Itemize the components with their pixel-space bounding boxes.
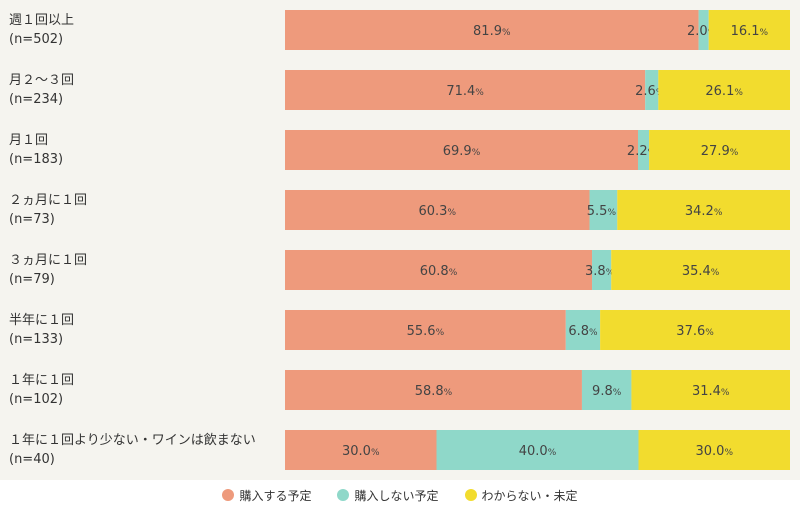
bar-segment <box>611 250 790 290</box>
row-sample-size: (n=234) <box>9 92 63 107</box>
data-label: 3.8% <box>585 264 615 279</box>
row-label: ３ヵ月に１回 <box>9 253 87 268</box>
row-label: １年に１回 <box>9 373 74 388</box>
data-label: 58.8% <box>415 384 453 399</box>
data-label: 60.3% <box>418 204 456 219</box>
bar-segment <box>285 190 590 230</box>
legend-swatch <box>337 489 350 501</box>
row-sample-size: (n=133) <box>9 332 63 347</box>
bar-segment <box>285 70 646 110</box>
data-label: 30.0% <box>695 444 733 459</box>
row-label: １年に１回より少ない・ワインは飲まない <box>9 432 256 448</box>
bar-segment <box>617 190 790 230</box>
bar-segment <box>631 370 790 410</box>
bar-segment <box>285 310 566 350</box>
row-label: 週１回以上 <box>9 13 74 28</box>
row-label: ２ヵ月に１回 <box>9 193 87 208</box>
row-sample-size: (n=502) <box>9 32 63 47</box>
bar-segment <box>600 310 790 350</box>
data-label: 60.8% <box>420 264 458 279</box>
bar-segment <box>638 430 790 470</box>
stacked-bar-chart: 週１回以上(n=502)81.9%2.0%16.1%月２～３回(n=234)71… <box>9 10 790 470</box>
data-label: 30.0% <box>342 444 380 459</box>
legend-swatch <box>464 489 477 501</box>
data-label: 27.9% <box>701 144 739 159</box>
data-label: 9.8% <box>592 384 622 399</box>
row-sample-size: (n=40) <box>9 452 55 467</box>
row-sample-size: (n=183) <box>9 152 63 167</box>
legend-item: 購入しない予定 <box>337 487 439 504</box>
bar-segment <box>285 250 593 290</box>
legend-label: わからない・未定 <box>481 488 578 503</box>
row-label: 半年に１回 <box>9 313 74 328</box>
legend-swatch <box>222 489 235 501</box>
legend: 購入する予定 購入しない予定 わからない・未定 <box>0 484 800 506</box>
bar-segment <box>589 190 618 230</box>
bar-segment <box>645 70 659 110</box>
data-label: 37.6% <box>676 324 714 339</box>
data-label: 16.1% <box>731 24 769 39</box>
bar-segment <box>565 310 601 350</box>
bar-segment <box>708 10 790 50</box>
row-sample-size: (n=102) <box>9 392 63 407</box>
data-label: 5.5% <box>587 204 617 219</box>
bar-segment <box>285 10 699 50</box>
bar-segment <box>658 70 790 110</box>
legend-item: わからない・未定 <box>464 487 578 504</box>
bar-segment <box>581 370 632 410</box>
data-label: 81.9% <box>473 24 511 39</box>
legend-label: 購入しない予定 <box>354 488 439 503</box>
legend-item: 購入する予定 <box>222 487 311 504</box>
bar-segment <box>698 10 709 50</box>
row-label: 月１回 <box>9 133 48 148</box>
data-label: 26.1% <box>705 84 743 99</box>
bar-segment <box>637 130 650 170</box>
chart-panel: 週１回以上(n=502)81.9%2.0%16.1%月２～３回(n=234)71… <box>0 0 800 480</box>
bar-segment <box>285 130 638 170</box>
bar-segment <box>436 430 639 470</box>
row-label: 月２～３回 <box>9 73 74 88</box>
row-sample-size: (n=73) <box>9 212 55 227</box>
bar-segment <box>285 370 582 410</box>
bar-segment <box>649 130 790 170</box>
legend-label: 購入する予定 <box>239 488 312 503</box>
bar-segment <box>285 430 437 470</box>
data-label: 69.9% <box>443 144 481 159</box>
data-label: 6.8% <box>568 324 598 339</box>
row-sample-size: (n=79) <box>9 272 55 287</box>
data-label: 55.6% <box>407 324 445 339</box>
bar-segment <box>592 250 612 290</box>
data-label: 34.2% <box>685 204 723 219</box>
data-label: 31.4% <box>692 384 730 399</box>
data-label: 35.4% <box>682 264 720 279</box>
data-label: 71.4% <box>446 84 484 99</box>
data-label: 40.0% <box>519 444 557 459</box>
